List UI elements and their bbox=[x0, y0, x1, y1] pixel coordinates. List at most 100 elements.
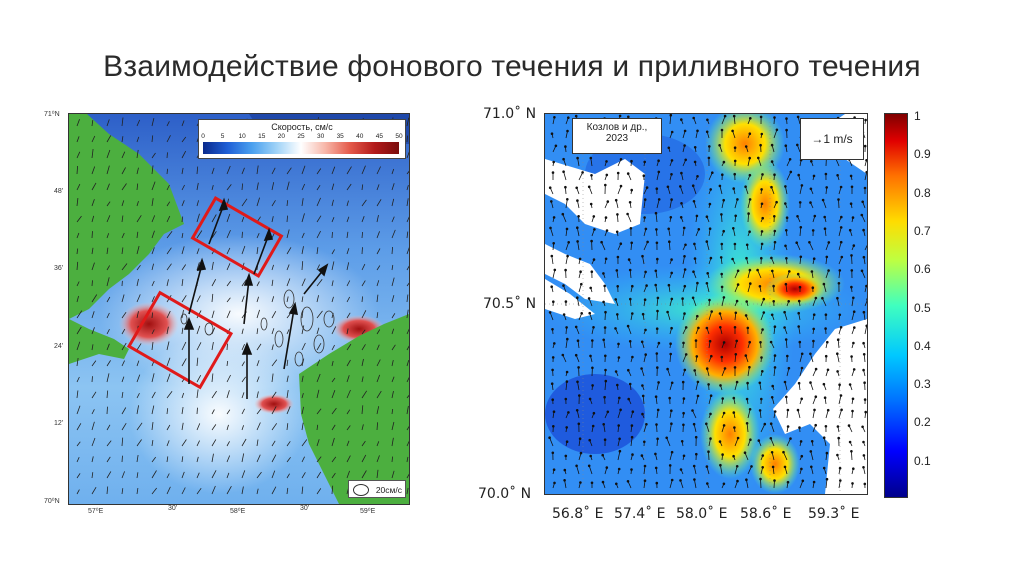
current-vector bbox=[316, 471, 322, 479]
current-vector bbox=[136, 183, 139, 191]
current-vector-head bbox=[810, 270, 814, 273]
current-vector-head bbox=[812, 313, 816, 317]
current-vector bbox=[181, 392, 185, 399]
current-vector-head bbox=[710, 310, 714, 313]
current-vector-head bbox=[784, 338, 788, 341]
current-vector-head bbox=[696, 394, 700, 398]
current-vector bbox=[196, 182, 199, 191]
current-vector-head bbox=[605, 466, 609, 469]
current-vector bbox=[91, 247, 94, 255]
current-vector-head bbox=[626, 479, 630, 483]
current-vector bbox=[136, 374, 141, 383]
current-vector-head bbox=[646, 240, 649, 244]
current-vector-head bbox=[863, 381, 866, 385]
current-vector bbox=[316, 264, 320, 271]
current-vector-head bbox=[861, 425, 864, 429]
current-vector bbox=[151, 470, 157, 479]
current-vector-head bbox=[848, 228, 852, 232]
current-vector bbox=[578, 172, 583, 181]
current-vector-head bbox=[656, 437, 659, 441]
current-vector-head bbox=[626, 212, 629, 216]
current-vector-head bbox=[578, 437, 582, 441]
current-vector bbox=[391, 328, 395, 335]
current-vector-head bbox=[603, 354, 607, 358]
current-vector bbox=[106, 440, 112, 447]
lon-label-57-4: 57.4˚ E bbox=[614, 506, 666, 522]
current-vector-head bbox=[837, 436, 841, 440]
speed-legend: Скорость, см/с 0 5 10 15 20 25 30 35 40 45 50 bbox=[198, 119, 406, 159]
current-vector bbox=[286, 441, 291, 447]
current-vector bbox=[406, 456, 409, 463]
current-vector-head bbox=[562, 313, 566, 316]
current-vector-head bbox=[731, 257, 734, 261]
current-vector-head bbox=[812, 480, 816, 484]
current-vector-head bbox=[745, 397, 749, 401]
current-vector bbox=[346, 389, 351, 399]
current-vector bbox=[823, 283, 827, 293]
current-vector bbox=[151, 342, 154, 351]
current-vector bbox=[376, 280, 380, 287]
current-vector bbox=[361, 390, 368, 399]
current-vector bbox=[785, 284, 788, 293]
current-vector bbox=[226, 486, 232, 495]
current-vector bbox=[376, 184, 380, 191]
current-vector bbox=[196, 407, 198, 415]
speed-legend-tick: 10 bbox=[238, 133, 246, 140]
current-vector-head bbox=[812, 174, 816, 178]
current-vector bbox=[166, 473, 170, 479]
current-vector bbox=[376, 215, 379, 223]
lon-label-57: 57⁰E bbox=[88, 508, 104, 515]
current-vector bbox=[166, 373, 171, 383]
current-vector-head bbox=[606, 200, 610, 203]
current-vector bbox=[151, 422, 154, 431]
current-vector bbox=[241, 438, 247, 447]
current-vector bbox=[809, 242, 814, 251]
current-vector-head bbox=[838, 479, 842, 482]
current-vector bbox=[256, 197, 260, 207]
current-vector bbox=[692, 410, 697, 419]
current-vector bbox=[181, 184, 185, 191]
current-vector-head bbox=[550, 254, 554, 258]
current-vector bbox=[747, 367, 750, 377]
current-vector bbox=[241, 361, 245, 367]
current-vector-head bbox=[850, 285, 853, 289]
current-vector-head bbox=[684, 158, 688, 162]
current-vector-head bbox=[786, 425, 790, 428]
current-vector-head bbox=[825, 255, 829, 259]
current-vector-head bbox=[670, 478, 674, 482]
current-vector-head bbox=[574, 114, 578, 118]
current-vector bbox=[590, 157, 593, 167]
current-vector-head bbox=[551, 368, 554, 372]
current-vector-head bbox=[644, 227, 648, 231]
current-vector-head bbox=[670, 159, 674, 162]
current-vector bbox=[836, 353, 840, 363]
current-vector bbox=[565, 256, 568, 265]
current-vector-head bbox=[564, 268, 567, 272]
current-vector bbox=[226, 263, 231, 271]
current-vector-head bbox=[670, 326, 673, 330]
current-vector bbox=[734, 437, 739, 447]
current-vector-head bbox=[771, 384, 775, 388]
current-vector-head bbox=[627, 368, 630, 372]
current-vector-head bbox=[837, 282, 841, 285]
current-vector-head bbox=[670, 130, 674, 134]
current-vector-head bbox=[682, 454, 686, 458]
current-vector-head bbox=[655, 352, 659, 355]
current-vector-head bbox=[691, 409, 694, 412]
current-vector bbox=[121, 360, 125, 367]
current-vector bbox=[91, 376, 93, 383]
current-vector bbox=[301, 198, 304, 207]
current-vector bbox=[361, 358, 364, 367]
current-vector bbox=[770, 438, 775, 447]
current-vector-head bbox=[748, 230, 751, 233]
current-vector bbox=[166, 486, 171, 495]
current-vector bbox=[121, 167, 126, 175]
current-vector bbox=[151, 263, 154, 271]
left-scale-box: 20см/с bbox=[348, 480, 406, 498]
current-vector bbox=[271, 279, 274, 287]
current-vector-head bbox=[640, 367, 643, 370]
current-vector bbox=[136, 200, 139, 207]
current-vector bbox=[106, 247, 109, 255]
current-vector bbox=[241, 392, 245, 399]
current-vector bbox=[719, 185, 723, 195]
